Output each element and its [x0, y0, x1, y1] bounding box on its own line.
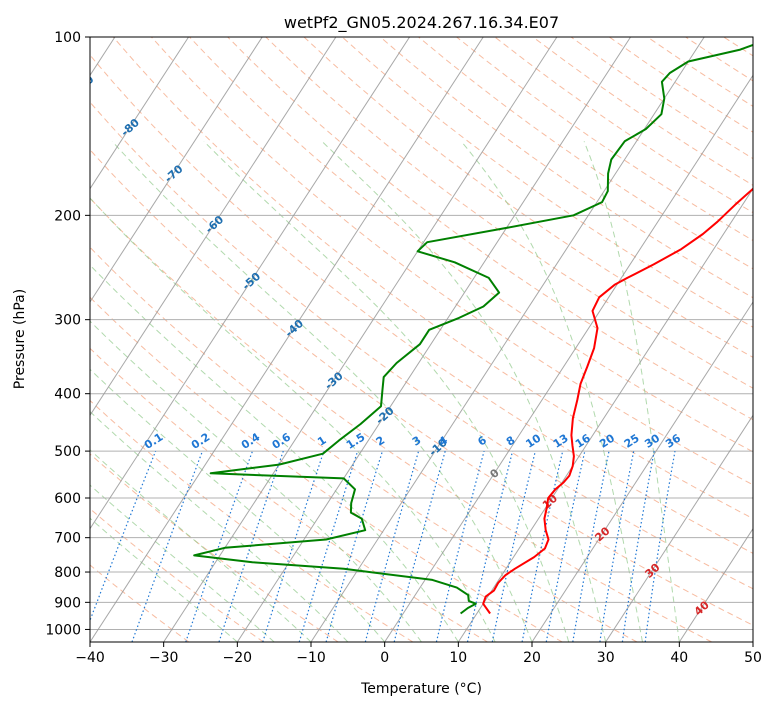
- x-axis-label: Temperature (°C): [360, 681, 482, 697]
- mixing-ratio-line: [644, 450, 676, 642]
- y-tick-label: 300: [54, 313, 81, 329]
- isotherm-label: -90: [73, 73, 97, 96]
- x-tick-label: 40: [670, 650, 688, 666]
- chart-title: wetPf2_GN05.2024.267.16.34.E07: [284, 13, 559, 33]
- temperature-profile-line: [482, 187, 753, 615]
- mixing-ratio-line: [466, 450, 514, 642]
- y-tick-label: 1000: [45, 622, 81, 638]
- isotherm-line: [163, 37, 558, 642]
- mixing-ratio-line: [393, 450, 446, 642]
- mixing-ratio-line: [298, 450, 359, 642]
- isotherm-lines: [90, 37, 753, 642]
- mixing-ratio-line: [131, 450, 204, 642]
- isotherm-line: [531, 301, 753, 642]
- isotherm-line: [90, 37, 337, 417]
- x-tick-label: 20: [523, 650, 541, 666]
- dry-adiabat-line: [90, 246, 638, 642]
- y-tick-label: 600: [54, 491, 81, 507]
- dry-adiabat-line: [90, 101, 753, 590]
- isotherm-line: [678, 527, 753, 642]
- y-tick-label: 400: [54, 387, 81, 403]
- isotherm-line: [384, 74, 753, 642]
- plot-frame: [89, 36, 754, 643]
- mixing-ratio-line: [218, 450, 284, 642]
- dry-adiabat-line: [303, 37, 753, 358]
- y-axis-label: Pressure (hPa): [12, 289, 28, 389]
- dry-adiabat-line: [112, 37, 753, 520]
- x-tick-label: 0: [380, 650, 389, 666]
- isotherm-line: [90, 37, 190, 190]
- isotherm-line: [605, 414, 753, 642]
- y-tick-label: 900: [54, 595, 81, 611]
- dry-adiabat-line: [90, 296, 563, 642]
- mixing-ratio-line: [435, 450, 485, 642]
- dry-adiabat-line: [90, 197, 712, 642]
- x-tick-label: −10: [296, 650, 326, 666]
- isobar-gridlines: [90, 37, 753, 630]
- isotherm-line: [310, 37, 705, 642]
- y-tick-label: 500: [54, 444, 81, 460]
- x-tick-label: −30: [149, 650, 179, 666]
- x-tick-label: 10: [449, 650, 467, 666]
- mixing-ratio-lines: [90, 450, 676, 642]
- dry-adiabat-line: [265, 37, 753, 389]
- dry-adiabat-line: [341, 37, 753, 328]
- mixing-ratio-line: [364, 450, 420, 642]
- y-axis: 100 200 300 400 500 600 700 800 900 1000: [45, 30, 90, 638]
- x-tick-label: −40: [75, 650, 105, 666]
- y-tick-label: 200: [54, 208, 81, 224]
- dewpoint-profile-line: [193, 43, 753, 615]
- dry-adiabat-line: [90, 149, 753, 626]
- x-axis: −40 −30 −20 −10 0 10 20 30 40 50: [75, 642, 762, 666]
- y-tick-label: 800: [54, 565, 81, 581]
- mixing-ratio-line: [491, 450, 536, 642]
- dry-adiabat-line: [151, 37, 753, 486]
- isotherm-line: [90, 37, 484, 642]
- isotherm-line: [90, 37, 263, 303]
- mixing-ratio-line: [185, 450, 254, 642]
- dry-adiabat-line: [90, 508, 264, 642]
- profiles: [193, 43, 753, 615]
- dry-adiabat-line: [90, 347, 488, 642]
- isotherm-line: [457, 187, 753, 642]
- isotherm-line: [90, 37, 411, 530]
- y-tick-label: 700: [54, 531, 81, 547]
- mixing-ratio-line: [90, 450, 157, 622]
- mixing-ratio-line: [262, 450, 325, 642]
- x-tick-label: 50: [744, 650, 762, 666]
- x-tick-label: −20: [223, 650, 253, 666]
- mixing-ratio-line: [325, 450, 383, 642]
- x-tick-label: 30: [597, 650, 615, 666]
- y-tick-label: 100: [54, 30, 81, 46]
